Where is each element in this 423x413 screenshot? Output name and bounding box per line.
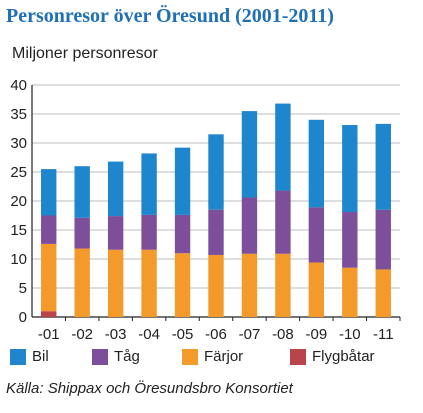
y-tick-label: 10	[10, 251, 27, 268]
bar-t-g	[342, 212, 358, 268]
bar-bil	[141, 153, 157, 215]
bar-f-rjor	[107, 249, 124, 317]
legend-swatch-farjor	[182, 348, 198, 365]
bar-bil	[308, 119, 325, 208]
bar-f-rjor	[241, 253, 258, 317]
x-tick-label: -10	[339, 326, 361, 343]
x-tick-label: -02	[71, 326, 93, 343]
x-tick-label: -09	[306, 326, 328, 343]
legend-item-tag: Tåg	[92, 348, 140, 365]
legend-label-farjor: Färjor	[204, 348, 244, 365]
chart-title: Personresor över Öresund (2001-2011)	[6, 5, 334, 27]
bar-bil	[208, 134, 224, 210]
bar-bil	[74, 166, 90, 218]
y-tick-label: 15	[10, 222, 27, 239]
bar-f-rjor	[308, 262, 325, 317]
x-tick-label: -11	[373, 326, 394, 343]
bar-bil	[241, 111, 258, 198]
chart-legend: Bil Tåg Färjor Flygbåtar	[0, 348, 423, 370]
x-tick-label: -03	[105, 326, 127, 343]
bar-t-g	[74, 217, 90, 249]
x-tick-label: -08	[272, 326, 294, 343]
bar-t-g	[208, 209, 224, 255]
x-tick-label: -04	[138, 326, 160, 343]
bar-bil	[174, 147, 191, 215]
bar-t-g	[308, 207, 325, 263]
bar-f-rjor	[74, 248, 90, 317]
bar-t-g	[107, 216, 124, 250]
bar-f-rjor	[141, 249, 157, 317]
bar-flygb-tar	[41, 311, 57, 317]
bar-f-rjor	[208, 254, 224, 317]
bar-t-g	[275, 190, 291, 254]
legend-swatch-bil	[10, 348, 26, 365]
bar-bil	[375, 123, 391, 210]
legend-label-bil: Bil	[32, 348, 49, 365]
y-tick-label: 0	[19, 309, 27, 326]
x-tick-label: -06	[205, 326, 227, 343]
y-tick-label: 25	[10, 164, 27, 181]
stacked-bar-chart: 0 5 10 15 20 25 30 35 40 -01 -02 -03 -04 -05 -06 -07 -08…	[10, 77, 401, 343]
x-tick-label: -07	[239, 326, 261, 343]
bar-bil	[342, 125, 358, 213]
legend-label-flygbatar: Flygbåtar	[312, 348, 375, 365]
bar-t-g	[41, 215, 57, 244]
y-tick-label: 20	[10, 193, 27, 210]
legend-swatch-flygbatar	[290, 348, 306, 365]
x-tick-label: -05	[172, 326, 194, 343]
bar-bil	[275, 103, 291, 191]
bar-f-rjor	[342, 267, 358, 317]
y-tick-label: 5	[19, 280, 27, 297]
y-tick-label: 30	[10, 135, 27, 152]
bar-t-g	[174, 214, 191, 254]
source-note: Källa: Shippax och Öresundsbro Konsortie…	[6, 380, 293, 397]
bar-f-rjor	[375, 269, 391, 317]
legend-label-tag: Tåg	[114, 348, 140, 365]
y-tick-label: 35	[10, 106, 27, 123]
legend-item-bil: Bil	[10, 348, 49, 365]
bar-t-g	[375, 209, 391, 270]
bar-f-rjor	[41, 243, 57, 312]
legend-swatch-tag	[92, 348, 108, 365]
y-tick-label: 40	[10, 77, 27, 94]
bar-bil	[41, 169, 57, 216]
bar-f-rjor	[174, 253, 191, 317]
bar-t-g	[241, 197, 258, 254]
y-axis-label: Miljoner personresor	[12, 45, 158, 62]
bar-bil	[107, 161, 124, 217]
x-tick-label: -01	[38, 326, 60, 343]
bar-f-rjor	[275, 253, 291, 317]
legend-item-flygbatar: Flygbåtar	[290, 348, 375, 365]
legend-item-farjor: Färjor	[182, 348, 243, 365]
bar-t-g	[141, 214, 157, 250]
